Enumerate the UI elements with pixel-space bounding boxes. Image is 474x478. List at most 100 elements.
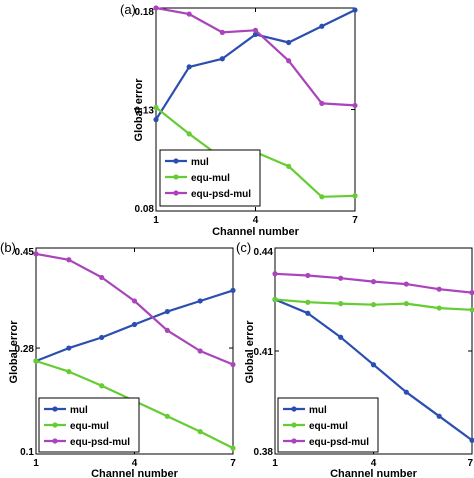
y-axis-label: Global error [244, 320, 256, 384]
y-tick-label: 0.13 [135, 106, 155, 117]
legend-entry: mul [191, 157, 209, 168]
data-point-equ-psd-mul [286, 58, 292, 64]
data-point-mul [197, 298, 203, 304]
data-point-equ-psd-mul [66, 257, 72, 263]
data-point-equ-mul [66, 369, 72, 375]
data-point-equ-mul [403, 301, 409, 307]
x-tick-label: 7 [230, 458, 236, 469]
y-tick-label: 0.28 [15, 344, 35, 355]
data-point-equ-mul [164, 413, 170, 419]
y-axis-label: Global error [133, 78, 145, 142]
legend-entry: equ-psd-mul [191, 189, 251, 200]
data-point-mul [164, 308, 170, 315]
legend: mul equ-mul equ-psd-mul [38, 397, 140, 453]
data-point-equ-psd-mul [197, 348, 203, 354]
data-point-mul [219, 56, 225, 62]
data-point-equ-mul [305, 299, 311, 305]
data-point-equ-mul [230, 445, 236, 451]
data-point-equ-psd-mul [305, 272, 311, 279]
legend-marker-mul [173, 158, 179, 164]
legend-marker-mul [52, 406, 58, 412]
data-point-equ-psd-mul [33, 251, 39, 257]
x-axis-label: Channel number [330, 468, 418, 478]
x-tick-label: 7 [467, 458, 473, 469]
data-point-equ-mul [469, 307, 474, 313]
data-point-mul [230, 287, 236, 293]
panel-label: (a) [120, 2, 136, 17]
data-point-mul [131, 321, 138, 328]
chart-panel-1: 1 4 7 0.1 0.28 0.45 Channel number Global error… [0, 240, 236, 478]
data-point-equ-psd-mul [186, 11, 192, 17]
y-tick-label: 0.41 [254, 347, 274, 358]
data-point-equ-mul [186, 131, 192, 137]
legend-entry: equ-mul [70, 421, 109, 432]
data-point-equ-psd-mul [230, 361, 236, 368]
x-tick-label: 4 [371, 458, 377, 469]
data-point-mul [305, 310, 311, 316]
legend-marker-equ-psd-mul [291, 438, 297, 444]
data-point-equ-psd-mul [153, 5, 159, 11]
panel-label: (c) [236, 240, 251, 255]
data-point-equ-psd-mul [436, 286, 442, 292]
data-point-equ-psd-mul [469, 290, 474, 296]
data-point-equ-psd-mul [352, 102, 358, 109]
data-point-mul [99, 334, 105, 341]
panel-label: (b) [0, 240, 16, 255]
data-point-mul [436, 413, 442, 419]
x-tick-label: 7 [352, 215, 358, 226]
y-tick-label: 0.38 [254, 447, 274, 458]
y-axis-label: Global error [8, 320, 20, 384]
legend-marker-equ-mul [173, 174, 179, 180]
data-point-equ-mul [197, 429, 203, 435]
x-tick-label: 4 [253, 215, 259, 226]
legend-entry: equ-mul [191, 173, 230, 184]
data-point-equ-psd-mul [338, 275, 344, 281]
data-point-mul [370, 362, 377, 368]
data-point-equ-mul [338, 301, 344, 307]
legend-marker-mul [291, 406, 297, 412]
data-point-equ-psd-mul [272, 271, 278, 277]
data-point-equ-psd-mul [219, 29, 225, 35]
data-point-mul [403, 389, 409, 395]
data-point-equ-psd-mul [252, 27, 259, 33]
data-point-mul [153, 117, 159, 123]
x-axis-label: Channel number [212, 226, 300, 238]
data-point-mul [66, 345, 72, 351]
data-point-equ-psd-mul [131, 298, 138, 304]
data-point-mul [469, 437, 474, 443]
data-point-equ-mul [319, 194, 325, 200]
legend-entry: equ-psd-mul [70, 437, 130, 448]
legend-entry: mul [309, 405, 327, 416]
legend-entry: equ-psd-mul [309, 437, 369, 448]
data-point-equ-mul [286, 163, 292, 169]
y-tick-label: 0.18 [135, 7, 155, 18]
x-tick-label: 1 [33, 458, 39, 469]
legend-entry: equ-mul [309, 421, 348, 432]
x-tick-label: 4 [132, 458, 138, 469]
legend-marker-equ-mul [291, 422, 297, 428]
chart-panel-2: 1 4 7 0.38 0.41 0.44 Channel number Global erro… [236, 240, 474, 478]
data-point-equ-psd-mul [370, 279, 377, 285]
x-axis-label: Channel number [91, 468, 179, 478]
data-point-equ-psd-mul [99, 274, 105, 281]
legend-marker-equ-psd-mul [173, 190, 179, 196]
x-tick-label: 1 [153, 215, 159, 226]
y-tick-label: 0.1 [20, 447, 34, 458]
data-point-equ-psd-mul [403, 281, 409, 287]
data-point-equ-psd-mul [319, 100, 325, 107]
data-point-equ-mul [33, 358, 39, 364]
data-point-mul [252, 31, 259, 37]
y-tick-label: 0.08 [135, 204, 155, 215]
data-point-equ-mul [436, 305, 442, 311]
legend: mul equ-mul equ-psd-mul [277, 397, 379, 453]
y-tick-label: 0.44 [254, 247, 274, 258]
data-point-mul [352, 7, 358, 13]
data-point-mul [319, 23, 325, 29]
data-point-mul [186, 64, 192, 70]
data-point-mul [286, 39, 292, 46]
y-tick-label: 0.45 [15, 247, 35, 258]
legend-entry: mul [70, 405, 88, 416]
x-tick-label: 1 [272, 458, 278, 469]
data-point-equ-mul [99, 383, 105, 389]
data-point-equ-psd-mul [164, 327, 170, 333]
